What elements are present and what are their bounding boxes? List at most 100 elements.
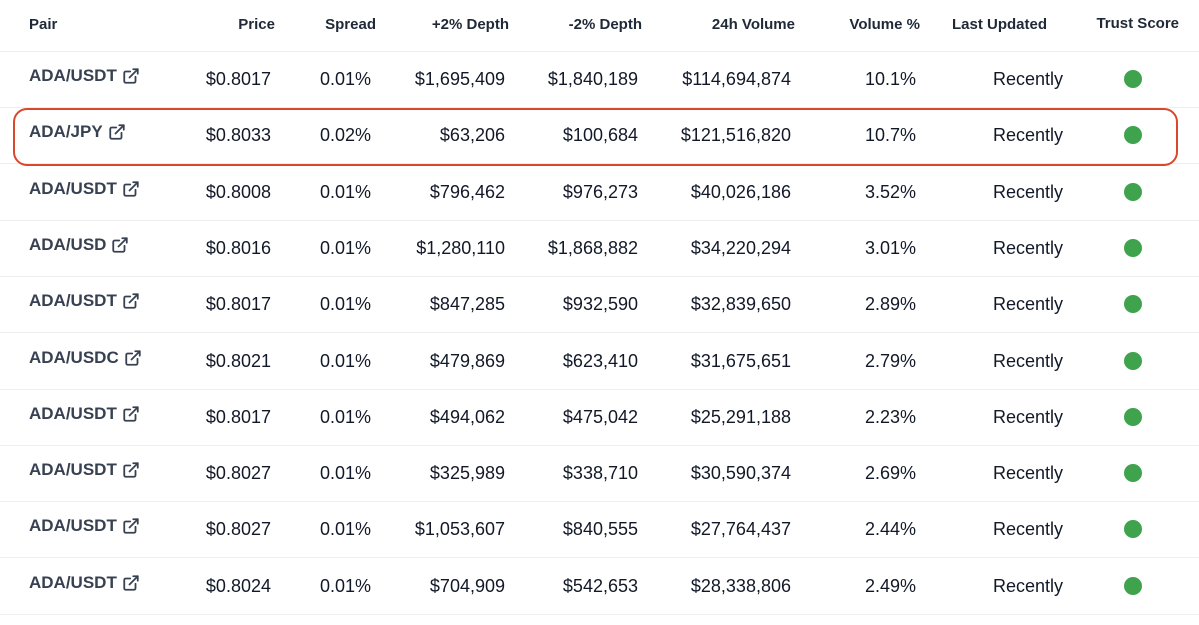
header-price[interactable]: Price	[238, 16, 275, 33]
price-cell: $0.8017	[205, 69, 271, 89]
trust-score-dot-icon	[1124, 238, 1142, 257]
price-cell: $0.8024	[205, 575, 271, 596]
table-row[interactable]: ADA/USDT $0.8017 0.01% $847,285 $932,590 $32,…	[0, 277, 1199, 334]
volume-pct-cell: 2.23%	[864, 406, 916, 427]
depth-minus-cell: $932,590	[562, 294, 638, 315]
pair-link[interactable]: ADA/USDT	[29, 179, 140, 199]
pair-link[interactable]: ADA/USDT	[29, 460, 140, 480]
depth-plus-cell: $325,989	[429, 463, 505, 484]
table-row[interactable]: ADA/USDT $0.8027 0.01% $325,989 $338,710 $30,…	[0, 446, 1199, 503]
spread-cell: 0.02%	[319, 125, 371, 146]
header-last-updated[interactable]: Last Updated	[951, 16, 1047, 33]
header-volume-pct[interactable]: Volume %	[849, 16, 920, 33]
last-updated-cell: Recently	[992, 575, 1063, 596]
pair-link[interactable]: ADA/USDT	[29, 404, 140, 424]
last-updated-cell: Recently	[992, 237, 1063, 258]
external-link-icon[interactable]	[108, 123, 126, 141]
depth-plus-cell: $847,285	[429, 294, 505, 315]
pair-link[interactable]: ADA/USDT	[29, 291, 140, 311]
external-link-icon[interactable]	[122, 574, 140, 592]
table-row[interactable]: ADA/USD $0.8016 0.01% $1,280,110 $1,868,882 $…	[0, 221, 1199, 277]
pair-label: ADA/USDT	[29, 403, 117, 423]
external-link-icon[interactable]	[124, 349, 142, 367]
trust-score-dot-icon	[1124, 520, 1142, 539]
trust-score-dot-icon	[1124, 182, 1142, 201]
trust-score-dot-icon	[1124, 351, 1142, 370]
pair-label: ADA/USDT	[29, 460, 117, 480]
volume-cell: $114,694,874	[682, 69, 791, 89]
table-row[interactable]: ADA/USDT $0.8017 0.01% $494,062 $475,042 $25,…	[0, 390, 1199, 446]
depth-minus-cell: $623,410	[562, 350, 638, 371]
depth-minus-cell: $338,710	[562, 463, 638, 484]
last-updated-cell: Recently	[992, 125, 1063, 146]
depth-minus-cell: $100,684	[562, 125, 638, 146]
pair-label: ADA/USD	[29, 234, 107, 254]
depth-plus-cell: $63,206	[439, 125, 505, 146]
pair-label: ADA/USDT	[29, 572, 117, 592]
table-row[interactable]: ADA/USDT $0.8024 0.01% $704,909 $542,653 $28,…	[0, 559, 1199, 615]
pair-link[interactable]: ADA/USDC	[29, 348, 142, 368]
table-row[interactable]: ADA/JPY $0.8033 0.02% $63,206 $100,684 $121,5…	[0, 108, 1199, 165]
pair-label: ADA/USDT	[29, 291, 117, 311]
spread-cell: 0.01%	[319, 237, 371, 258]
trust-score-dot-icon	[1124, 295, 1142, 314]
last-updated-cell: Recently	[992, 350, 1063, 371]
header-depth-plus[interactable]: +2% Depth	[431, 16, 509, 33]
external-link-icon[interactable]	[122, 180, 140, 198]
depth-minus-cell: $542,653	[562, 575, 638, 596]
pair-link[interactable]: ADA/USDT	[29, 516, 140, 536]
pair-label: ADA/USDT	[29, 178, 117, 198]
volume-cell: $30,590,374	[690, 463, 791, 484]
depth-plus-cell: $1,053,607	[414, 519, 505, 540]
volume-cell: $27,764,437	[690, 519, 791, 540]
volume-pct-cell: 10.1%	[864, 69, 916, 89]
table-row[interactable]: ADA/USDC $0.8021 0.01% $479,869 $623,410 $31,…	[0, 334, 1199, 390]
spread-cell: 0.01%	[319, 69, 371, 89]
external-link-icon[interactable]	[122, 517, 140, 535]
volume-cell: $32,839,650	[690, 294, 791, 315]
price-cell: $0.8017	[205, 294, 271, 315]
table-header: Pair Price Spread +2% Depth -2% Depth 24…	[0, 0, 1199, 52]
header-24h-volume[interactable]: 24h Volume	[711, 16, 795, 33]
price-cell: $0.8008	[205, 181, 271, 202]
pair-link[interactable]: ADA/USD	[29, 235, 129, 255]
last-updated-cell: Recently	[992, 463, 1063, 484]
table-row[interactable]: ADA/USDT $0.8017 0.01% $1,695,409 $1,840,189…	[0, 52, 1199, 108]
trust-score-dot-icon	[1124, 126, 1142, 145]
pair-label: ADA/JPY	[29, 122, 103, 142]
volume-pct-cell: 3.52%	[864, 181, 916, 202]
price-cell: $0.8017	[205, 406, 271, 427]
header-trust-score[interactable]: Trust Score	[1096, 15, 1179, 32]
last-updated-cell: Recently	[992, 181, 1063, 202]
last-updated-cell: Recently	[992, 519, 1063, 540]
pair-link[interactable]: ADA/JPY	[29, 122, 126, 142]
pair-label: ADA/USDT	[29, 66, 117, 85]
header-pair[interactable]: Pair	[29, 16, 58, 33]
pair-link[interactable]: ADA/USDT	[29, 573, 140, 593]
external-link-icon[interactable]	[122, 67, 140, 85]
volume-cell: $25,291,188	[690, 406, 791, 427]
pair-link[interactable]: ADA/USDT	[29, 66, 140, 86]
spread-cell: 0.01%	[319, 463, 371, 484]
external-link-icon[interactable]	[122, 461, 140, 479]
depth-plus-cell: $494,062	[429, 406, 505, 427]
trust-score-dot-icon	[1124, 464, 1142, 483]
price-cell: $0.8027	[205, 463, 271, 484]
header-spread[interactable]: Spread	[325, 16, 376, 33]
table-row[interactable]: ADA/USDT $0.8008 0.01% $796,462 $976,273 $40,…	[0, 165, 1199, 221]
pair-label: ADA/USDT	[29, 516, 117, 536]
trust-score-dot-icon	[1124, 576, 1142, 595]
table-row[interactable]: ADA/USDT $0.8027 0.01% $1,053,607 $840,555 $2…	[0, 502, 1199, 559]
volume-cell: $28,338,806	[690, 575, 791, 596]
external-link-icon[interactable]	[122, 292, 140, 310]
depth-minus-cell: $976,273	[562, 181, 638, 202]
volume-pct-cell: 2.89%	[864, 294, 916, 315]
spread-cell: 0.01%	[319, 294, 371, 315]
external-link-icon[interactable]	[122, 405, 140, 423]
last-updated-cell: Recently	[992, 294, 1063, 315]
external-link-icon[interactable]	[111, 236, 129, 254]
header-depth-minus[interactable]: -2% Depth	[568, 16, 642, 33]
price-cell: $0.8033	[205, 125, 271, 146]
depth-minus-cell: $1,868,882	[547, 237, 638, 258]
spread-cell: 0.01%	[319, 181, 371, 202]
